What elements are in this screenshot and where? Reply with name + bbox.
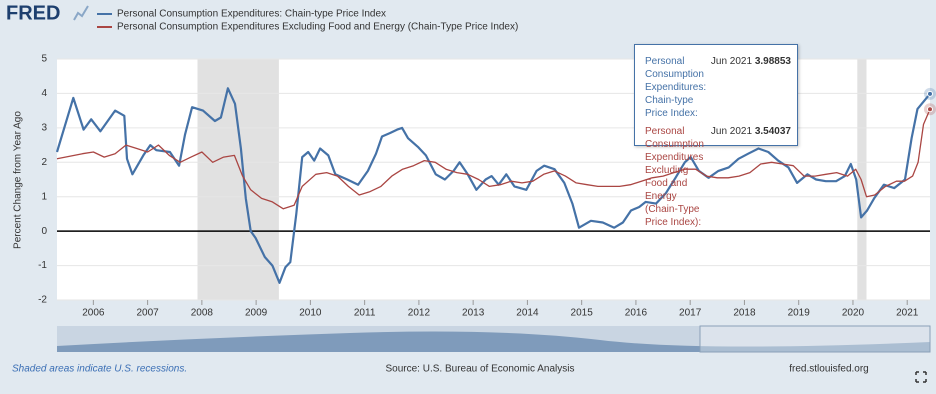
logo-icon xyxy=(73,5,89,21)
y-tick-label: 4 xyxy=(41,88,47,99)
x-tick-label: 2016 xyxy=(625,308,648,319)
tooltip: Personal Consumption Expenditures: Chain… xyxy=(634,44,798,228)
navigator-series xyxy=(57,331,930,352)
x-tick-label: 2018 xyxy=(733,308,756,319)
recession-note: Shaded areas indicate U.S. recessions. xyxy=(12,364,187,375)
x-tick-label: 2006 xyxy=(82,308,105,319)
x-tick-label: 2013 xyxy=(462,308,485,319)
x-tick-label: 2020 xyxy=(842,308,865,319)
tooltip-number: 3.54037 xyxy=(754,126,791,137)
y-tick-label: -1 xyxy=(38,260,47,271)
x-tick-label: 2017 xyxy=(679,308,702,319)
tooltip-name: Personal Consumption Expenditures: Chain… xyxy=(645,56,707,119)
tooltip-number: 3.98853 xyxy=(754,56,791,67)
recession-band xyxy=(857,59,867,300)
x-tick-label: 2019 xyxy=(788,308,811,319)
tooltip-value: Jun 2021 3.54037 xyxy=(711,125,791,229)
plot-group: -2 -1 0 1 2 3 4 5 2006 2007 2008 2009 2010 2011 2012 20… xyxy=(38,54,936,319)
navigator-window[interactable] xyxy=(699,325,931,353)
x-tick-label: 2008 xyxy=(191,308,214,319)
x-tick-label: 2011 xyxy=(354,308,376,319)
y-tick-label: 3 xyxy=(41,122,47,133)
recession-band xyxy=(197,59,279,300)
tooltip-date: Jun 2021 xyxy=(710,126,753,137)
tooltip-name: Personal Consumption Expenditures Exclud… xyxy=(645,126,704,228)
legend-label: Personal Consumption Expenditures Exclud… xyxy=(117,22,518,33)
y-tick-label: 1 xyxy=(41,191,47,202)
tooltip-row: Personal Consumption Expenditures: Chain… xyxy=(645,55,791,120)
x-tick-label: 2009 xyxy=(245,308,268,319)
y-tick-label: 2 xyxy=(41,157,47,168)
x-tick-label: 2010 xyxy=(299,308,322,319)
x-tick-label: 2007 xyxy=(136,308,159,319)
tooltip-row: Personal Consumption Expenditures Exclud… xyxy=(645,125,791,229)
fullscreen-icon[interactable] xyxy=(915,371,927,383)
site: fred.stlouisfed.org xyxy=(789,364,869,375)
x-tick-label: 2012 xyxy=(408,308,431,319)
series-line xyxy=(56,109,931,210)
logo: FRED xyxy=(6,2,60,24)
x-tick-label: 2021 xyxy=(896,308,919,319)
x-tick-label: 2014 xyxy=(516,308,539,319)
end-point xyxy=(927,106,933,113)
y-tick-label: 0 xyxy=(41,226,47,237)
source: Source: U.S. Bureau of Economic Analysis xyxy=(386,364,575,375)
tooltip-date: Jun 2021 xyxy=(710,56,753,67)
y-tick-label: -2 xyxy=(38,295,47,306)
x-tick-label: 2015 xyxy=(571,308,594,319)
end-point xyxy=(927,90,933,97)
legend-label: Personal Consumption Expenditures: Chain… xyxy=(117,9,386,20)
tooltip-value: Jun 2021 3.98853 xyxy=(711,55,791,120)
y-tick-label: 5 xyxy=(41,54,47,65)
y-axis-label: Percent Change from Year Ago xyxy=(13,111,24,249)
